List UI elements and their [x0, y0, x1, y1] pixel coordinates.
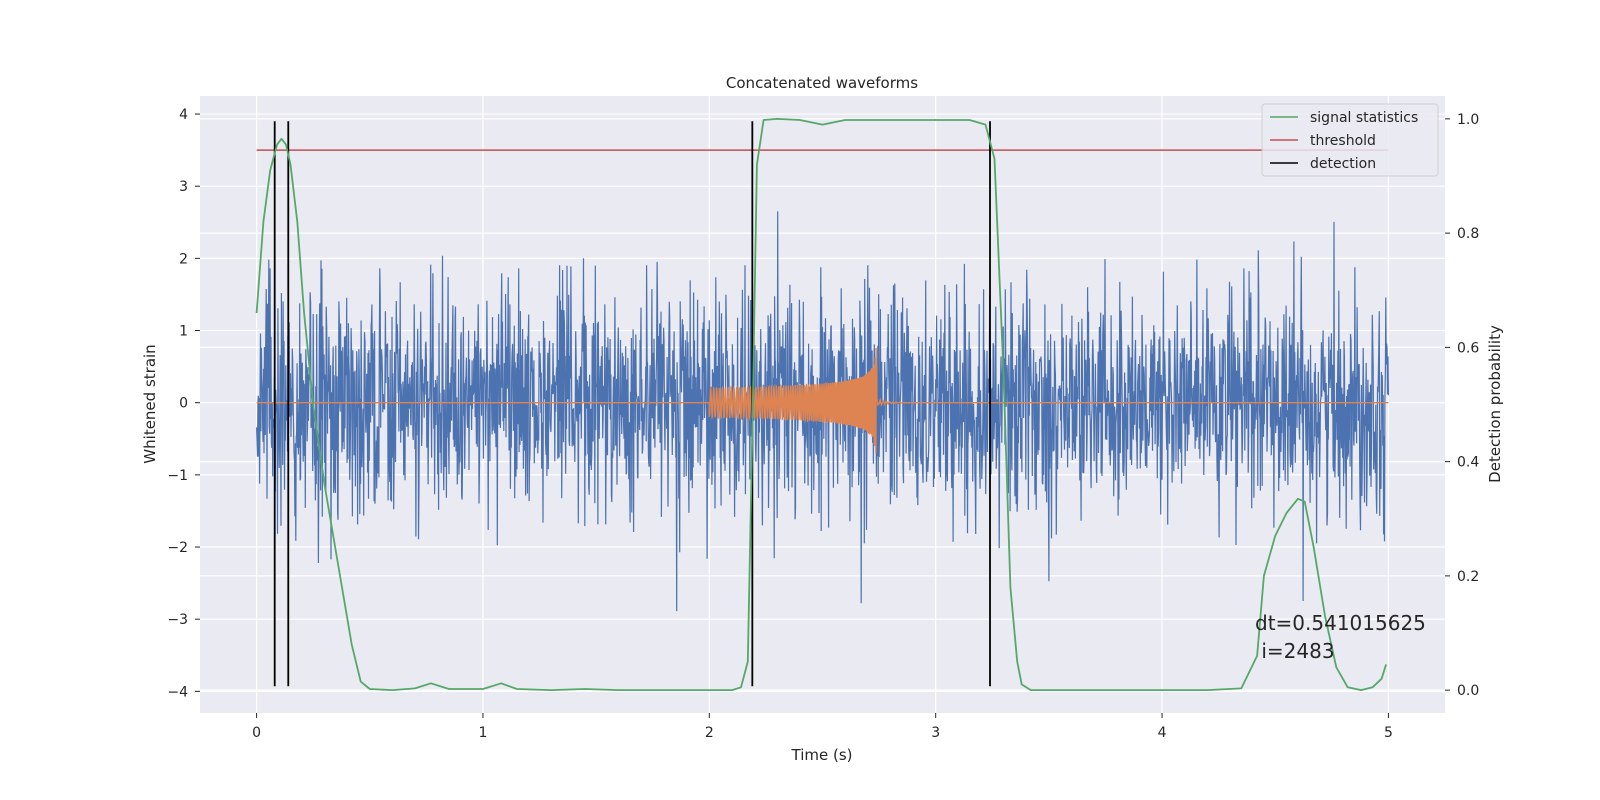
signal-statistics-line [255, 118, 1387, 691]
y-tick-label: −1 [167, 468, 188, 484]
noise-line [256, 211, 1389, 612]
y2-tick-label: 0.6 [1457, 340, 1479, 356]
x-tick-label: 1 [478, 725, 487, 741]
x-tick-label: 5 [1384, 725, 1393, 741]
y-tick-label: 3 [179, 179, 188, 195]
legend-box [1261, 103, 1439, 177]
legend: signal statistics threshold detection [1261, 103, 1439, 177]
y-tick-label: 4 [179, 107, 188, 123]
legend-label-threshold: threshold [1310, 133, 1376, 149]
y2-tick-label: 0.4 [1457, 455, 1479, 471]
x-tick-label: 3 [931, 725, 940, 741]
x-axis-ticks: 0 1 2 3 4 5 [252, 713, 1393, 741]
y2-tick-label: 0.0 [1457, 683, 1479, 699]
y-tick-label: 0 [179, 396, 188, 412]
chirp-line [256, 347, 1389, 454]
y2-tick-label: 1.0 [1457, 112, 1479, 128]
x-axis-label: Time (s) [791, 746, 853, 764]
signal-statistics-series [255, 118, 1387, 691]
y2-tick-label: 0.8 [1457, 226, 1479, 242]
y-tick-label: −3 [167, 612, 188, 628]
y2-tick-label: 0.2 [1457, 569, 1479, 585]
annotation-dt: dt=0.541015625 [1255, 611, 1426, 635]
y-tick-label: 2 [179, 251, 188, 267]
noise-series [256, 211, 1389, 612]
y-axis-label: Whitened strain [141, 344, 159, 463]
chart-title: Concatenated waveforms [726, 74, 918, 92]
legend-label-detection: detection [1310, 156, 1376, 172]
y-tick-label: 1 [179, 324, 188, 340]
right-axis-ticks: 0.0 0.2 0.4 0.6 0.8 1.0 [1445, 112, 1479, 699]
x-tick-label: 0 [252, 725, 261, 741]
y-tick-label: −2 [167, 540, 188, 556]
chirp-series [256, 347, 1389, 454]
left-axis-ticks: −4 −3 −2 −1 0 1 2 3 4 [167, 107, 200, 700]
annotation-i: i=2483 [1255, 639, 1335, 663]
x-tick-label: 4 [1158, 725, 1167, 741]
y-tick-label: −4 [167, 684, 188, 700]
y2-axis-label: Detection probability [1486, 325, 1504, 483]
legend-label-signal-statistics: signal statistics [1310, 110, 1418, 126]
x-tick-label: 2 [705, 725, 714, 741]
